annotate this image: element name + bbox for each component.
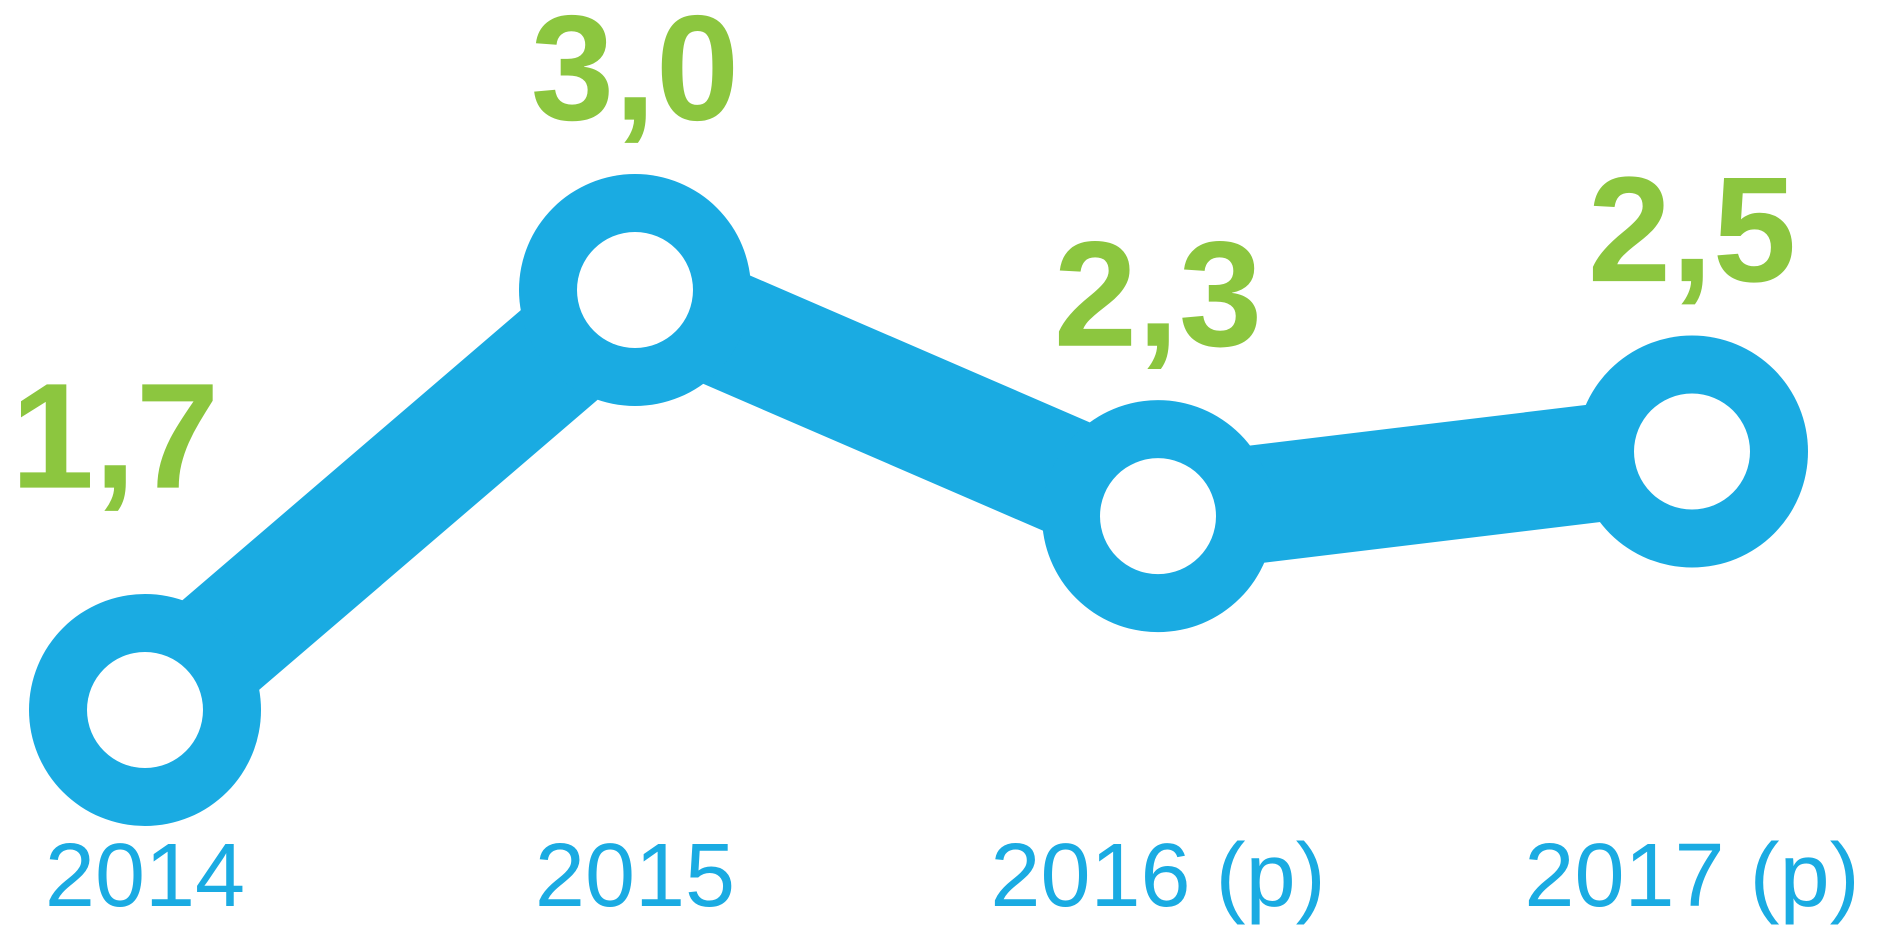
value-label: 1,7 <box>11 352 220 520</box>
value-label: 2,3 <box>1054 210 1263 378</box>
value-label: 3,0 <box>531 0 740 152</box>
x-tick-label: 2014 <box>45 826 245 926</box>
x-tick-label: 2016 (p) <box>990 826 1325 926</box>
point-hole <box>577 232 693 348</box>
point-hole <box>87 652 203 768</box>
point-hole <box>1100 458 1216 575</box>
x-tick-label: 2017 (p) <box>1524 826 1859 926</box>
value-label: 2,5 <box>1588 145 1797 313</box>
point-hole <box>1634 393 1750 510</box>
line <box>106 221 1700 755</box>
x-tick-label: 2015 <box>535 826 735 926</box>
